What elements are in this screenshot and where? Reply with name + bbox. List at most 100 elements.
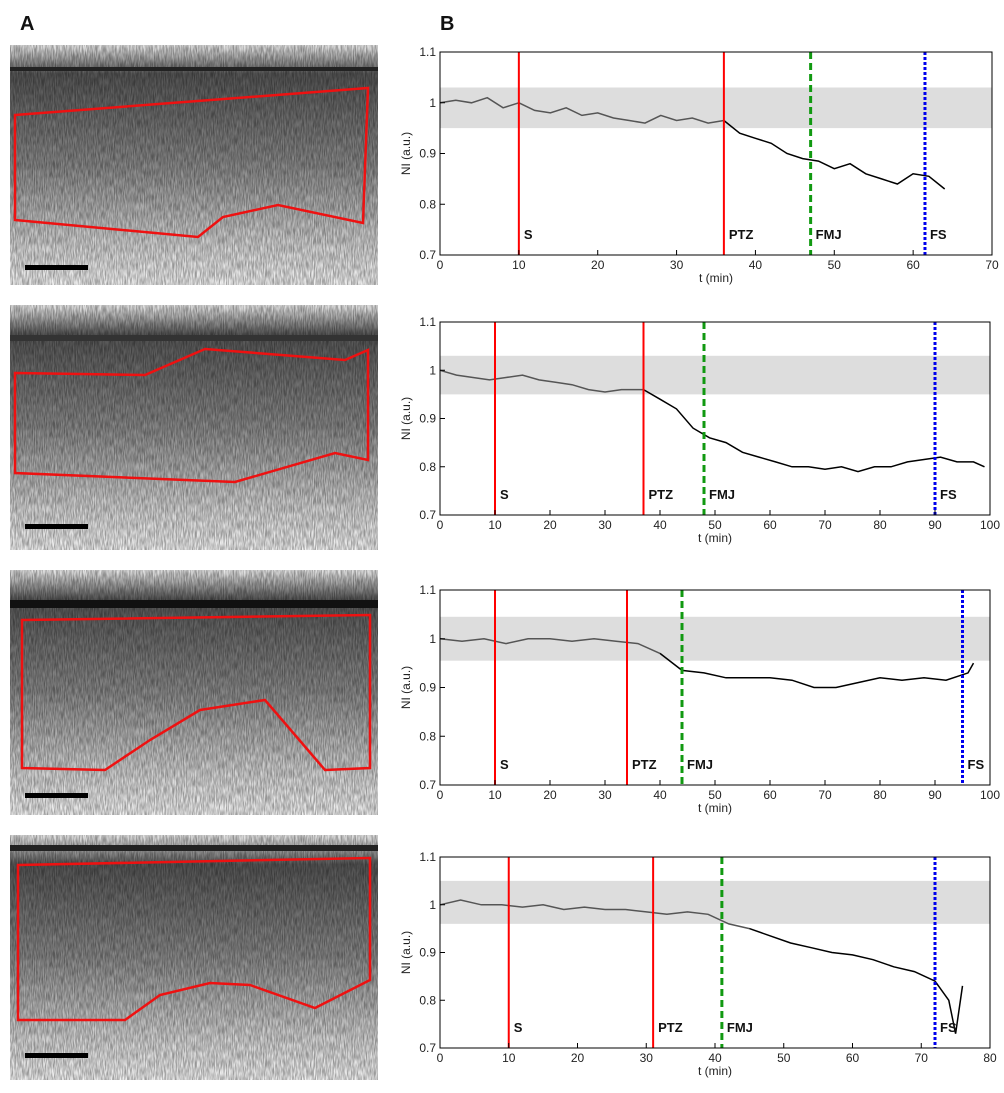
x-tick-label: 10 [512, 258, 526, 272]
event-label: S [500, 757, 509, 772]
x-axis-label: t (min) [699, 271, 733, 285]
x-tick-label: 60 [846, 1051, 860, 1065]
x-tick-label: 90 [928, 518, 942, 532]
y-tick-label: 0.7 [419, 508, 436, 522]
x-tick-label: 80 [873, 518, 887, 532]
y-tick-label: 0.7 [419, 248, 436, 262]
oct-image [10, 835, 378, 1080]
x-tick-label: 20 [543, 518, 557, 532]
x-tick-label: 60 [906, 258, 920, 272]
baseline-band [440, 355, 990, 395]
event-label: S [500, 487, 509, 502]
y-tick-label: 1.1 [419, 583, 436, 597]
x-tick-label: 10 [488, 788, 502, 802]
y-tick-label: 0.7 [419, 778, 436, 792]
x-tick-label: 50 [828, 258, 842, 272]
y-tick-label: 0.7 [419, 1041, 436, 1055]
y-tick-label: 1.1 [419, 850, 436, 864]
x-tick-label: 50 [777, 1051, 791, 1065]
y-tick-label: 1 [429, 363, 436, 377]
y-tick-label: 0.9 [419, 681, 436, 695]
x-tick-label: 60 [763, 788, 777, 802]
y-tick-label: 0.8 [419, 993, 436, 1007]
x-tick-label: 40 [749, 258, 763, 272]
event-label: FS [968, 757, 985, 772]
event-label: FMJ [727, 1020, 753, 1035]
x-tick-label: 50 [708, 788, 722, 802]
x-tick-label: 30 [670, 258, 684, 272]
x-tick-label: 0 [437, 258, 444, 272]
y-tick-label: 1.1 [419, 45, 436, 59]
event-label: FS [940, 1020, 957, 1035]
x-axis-label: t (min) [698, 1064, 732, 1078]
x-tick-label: 0 [437, 788, 444, 802]
y-tick-label: 0.9 [419, 147, 436, 161]
x-tick-label: 20 [571, 1051, 585, 1065]
x-tick-label: 90 [928, 788, 942, 802]
event-label: PTZ [658, 1020, 683, 1035]
x-tick-label: 30 [598, 518, 612, 532]
panel-label: A [20, 13, 34, 35]
y-tick-label: 0.9 [419, 412, 436, 426]
signal-line [659, 652, 975, 689]
y-tick-label: 1 [429, 96, 436, 110]
signal-line [439, 369, 644, 393]
y-tick-label: 1 [429, 632, 436, 646]
y-tick-label: 1 [429, 898, 436, 912]
signal-line [439, 638, 661, 655]
event-label: FS [940, 487, 957, 502]
event-label: FS [930, 227, 947, 242]
x-tick-label: 30 [598, 788, 612, 802]
y-axis-label: NI (a.u.) [399, 666, 413, 709]
event-label: FMJ [709, 487, 735, 502]
signal-line [723, 119, 946, 190]
x-tick-label: 70 [818, 788, 832, 802]
x-axis-label: t (min) [698, 531, 732, 545]
signal-line [749, 927, 964, 1034]
x-tick-label: 70 [985, 258, 999, 272]
y-tick-label: 0.8 [419, 729, 436, 743]
oct-image [10, 305, 378, 550]
oct-image [10, 45, 378, 285]
event-label: PTZ [632, 757, 657, 772]
x-tick-label: 40 [653, 518, 667, 532]
x-tick-label: 70 [915, 1051, 929, 1065]
baseline-band [440, 616, 990, 661]
x-tick-label: 0 [437, 1051, 444, 1065]
event-label: PTZ [729, 227, 754, 242]
event-label: PTZ [649, 487, 674, 502]
event-label: S [524, 227, 533, 242]
y-axis-label: NI (a.u.) [399, 397, 413, 440]
event-label: S [514, 1020, 523, 1035]
y-axis-label: NI (a.u.) [399, 132, 413, 175]
signal-line [439, 899, 750, 930]
x-tick-label: 80 [873, 788, 887, 802]
x-tick-label: 40 [708, 1051, 722, 1065]
oct-image [10, 570, 378, 815]
event-label: FMJ [687, 757, 713, 772]
x-tick-label: 20 [543, 788, 557, 802]
signal-line [643, 388, 985, 473]
x-tick-label: 20 [591, 258, 605, 272]
x-tick-label: 80 [983, 1051, 997, 1065]
x-tick-label: 40 [653, 788, 667, 802]
x-tick-label: 10 [502, 1051, 516, 1065]
signal-line [439, 96, 725, 124]
x-tick-label: 50 [708, 518, 722, 532]
x-axis-label: t (min) [698, 801, 732, 815]
event-label: FMJ [816, 227, 842, 242]
x-tick-label: 60 [763, 518, 777, 532]
y-axis-label: NI (a.u.) [399, 931, 413, 974]
y-tick-label: 0.8 [419, 460, 436, 474]
y-tick-label: 0.8 [419, 197, 436, 211]
x-tick-label: 100 [980, 518, 1000, 532]
x-tick-label: 0 [437, 518, 444, 532]
x-tick-label: 30 [640, 1051, 654, 1065]
x-tick-label: 70 [818, 518, 832, 532]
y-tick-label: 1.1 [419, 315, 436, 329]
x-tick-label: 100 [980, 788, 1000, 802]
plot-frame [439, 51, 993, 256]
panel-label: B [440, 13, 454, 35]
y-tick-label: 0.9 [419, 946, 436, 960]
